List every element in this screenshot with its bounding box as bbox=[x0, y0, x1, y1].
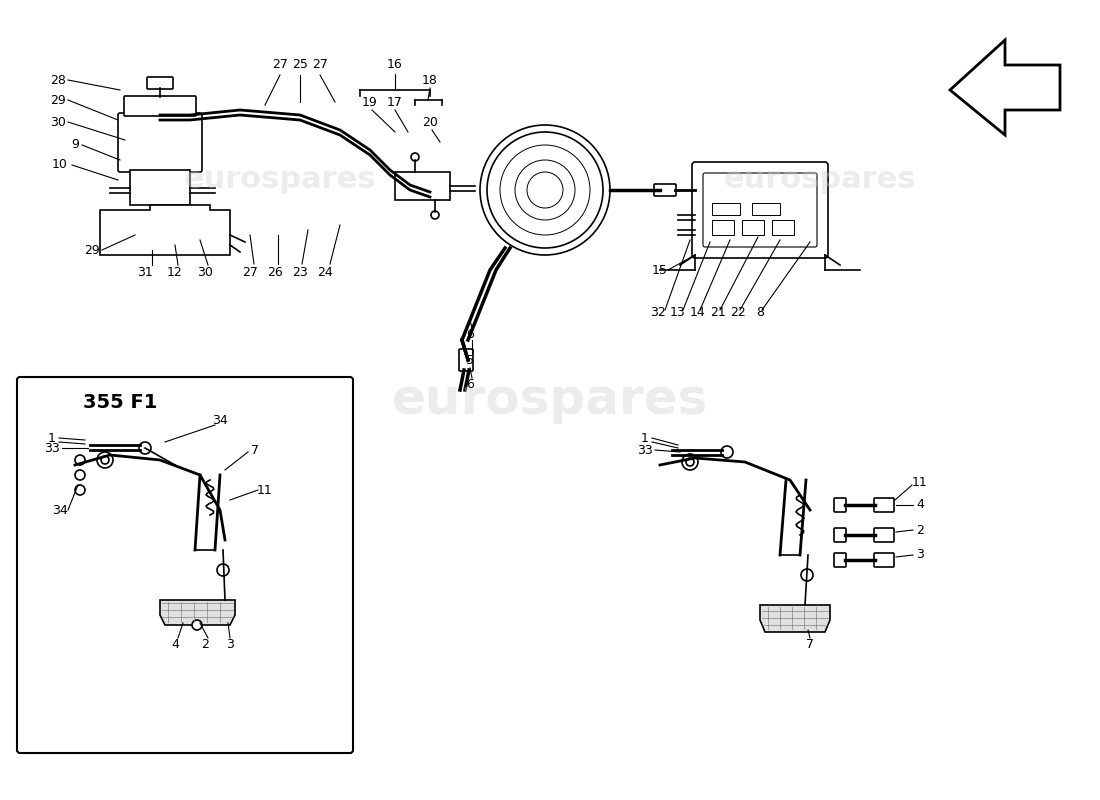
Circle shape bbox=[500, 145, 590, 235]
Text: eurospares: eurospares bbox=[392, 376, 708, 424]
Text: 27: 27 bbox=[312, 58, 328, 71]
FancyBboxPatch shape bbox=[874, 553, 894, 567]
Polygon shape bbox=[950, 40, 1060, 135]
Text: 4: 4 bbox=[172, 638, 179, 651]
Polygon shape bbox=[760, 605, 830, 632]
FancyBboxPatch shape bbox=[130, 170, 190, 205]
Text: 28: 28 bbox=[51, 74, 66, 86]
Text: 17: 17 bbox=[387, 95, 403, 109]
Circle shape bbox=[682, 454, 698, 470]
Circle shape bbox=[75, 455, 85, 465]
Text: 31: 31 bbox=[138, 266, 153, 278]
FancyBboxPatch shape bbox=[147, 77, 173, 89]
Text: 3: 3 bbox=[227, 638, 234, 651]
FancyBboxPatch shape bbox=[834, 528, 846, 542]
Text: 33: 33 bbox=[44, 442, 59, 454]
Text: 29: 29 bbox=[84, 243, 100, 257]
Text: 2: 2 bbox=[201, 638, 209, 651]
Text: 3: 3 bbox=[916, 549, 924, 562]
Text: 10: 10 bbox=[52, 158, 68, 171]
Text: 33: 33 bbox=[637, 443, 653, 457]
Bar bbox=[772, 220, 794, 235]
Text: 14: 14 bbox=[690, 306, 706, 318]
Text: eurospares: eurospares bbox=[724, 166, 916, 194]
Bar bbox=[742, 220, 764, 235]
Bar bbox=[752, 203, 780, 215]
Text: 22: 22 bbox=[730, 306, 746, 318]
Text: 7: 7 bbox=[806, 638, 814, 651]
Circle shape bbox=[487, 132, 603, 248]
Polygon shape bbox=[160, 600, 235, 625]
Text: 29: 29 bbox=[51, 94, 66, 106]
Text: 20: 20 bbox=[422, 115, 438, 129]
Text: 13: 13 bbox=[670, 306, 686, 318]
Text: 15: 15 bbox=[652, 263, 668, 277]
FancyBboxPatch shape bbox=[874, 528, 894, 542]
FancyBboxPatch shape bbox=[834, 553, 846, 567]
Text: 2: 2 bbox=[916, 523, 924, 537]
Text: 6: 6 bbox=[466, 378, 474, 391]
Circle shape bbox=[720, 446, 733, 458]
Text: 24: 24 bbox=[317, 266, 333, 278]
Text: 8: 8 bbox=[756, 306, 764, 318]
Bar bbox=[712, 220, 734, 235]
Text: 9: 9 bbox=[72, 138, 79, 151]
Text: 23: 23 bbox=[293, 266, 308, 278]
Text: 25: 25 bbox=[293, 58, 308, 71]
Polygon shape bbox=[100, 205, 230, 255]
Circle shape bbox=[75, 470, 85, 480]
FancyBboxPatch shape bbox=[654, 184, 676, 196]
Text: 1: 1 bbox=[48, 431, 56, 445]
Circle shape bbox=[411, 153, 419, 161]
Bar bbox=[712, 203, 740, 215]
Text: 16: 16 bbox=[387, 58, 403, 71]
Circle shape bbox=[480, 125, 611, 255]
Text: 34: 34 bbox=[212, 414, 228, 426]
Text: 12: 12 bbox=[167, 266, 183, 278]
Text: 30: 30 bbox=[51, 115, 66, 129]
Text: 5: 5 bbox=[466, 354, 474, 366]
Circle shape bbox=[97, 452, 113, 468]
Text: 32: 32 bbox=[650, 306, 666, 318]
FancyBboxPatch shape bbox=[118, 113, 202, 172]
Text: 4: 4 bbox=[916, 498, 924, 511]
Circle shape bbox=[515, 160, 575, 220]
Text: 6: 6 bbox=[466, 329, 474, 342]
Circle shape bbox=[801, 569, 813, 581]
Text: 11: 11 bbox=[912, 475, 928, 489]
Text: 27: 27 bbox=[272, 58, 288, 71]
Text: 19: 19 bbox=[362, 95, 378, 109]
Circle shape bbox=[431, 211, 439, 219]
FancyBboxPatch shape bbox=[703, 173, 817, 247]
Text: 30: 30 bbox=[197, 266, 213, 278]
Text: 18: 18 bbox=[422, 74, 438, 86]
Circle shape bbox=[139, 442, 151, 454]
Circle shape bbox=[101, 456, 109, 464]
FancyBboxPatch shape bbox=[459, 349, 473, 371]
Circle shape bbox=[217, 564, 229, 576]
Text: 21: 21 bbox=[711, 306, 726, 318]
Circle shape bbox=[686, 458, 694, 466]
Text: 7: 7 bbox=[251, 443, 258, 457]
Text: 11: 11 bbox=[257, 483, 273, 497]
Text: eurospares: eurospares bbox=[184, 166, 376, 194]
Text: 27: 27 bbox=[242, 266, 257, 278]
FancyBboxPatch shape bbox=[395, 172, 450, 200]
Text: 26: 26 bbox=[267, 266, 283, 278]
Circle shape bbox=[527, 172, 563, 208]
Circle shape bbox=[75, 485, 85, 495]
FancyBboxPatch shape bbox=[692, 162, 828, 258]
FancyBboxPatch shape bbox=[874, 498, 894, 512]
FancyBboxPatch shape bbox=[16, 377, 353, 753]
Text: 34: 34 bbox=[52, 503, 68, 517]
FancyBboxPatch shape bbox=[124, 96, 196, 116]
FancyBboxPatch shape bbox=[834, 498, 846, 512]
Circle shape bbox=[192, 620, 202, 630]
Text: 1: 1 bbox=[641, 431, 649, 445]
Text: 355 F1: 355 F1 bbox=[82, 393, 157, 411]
